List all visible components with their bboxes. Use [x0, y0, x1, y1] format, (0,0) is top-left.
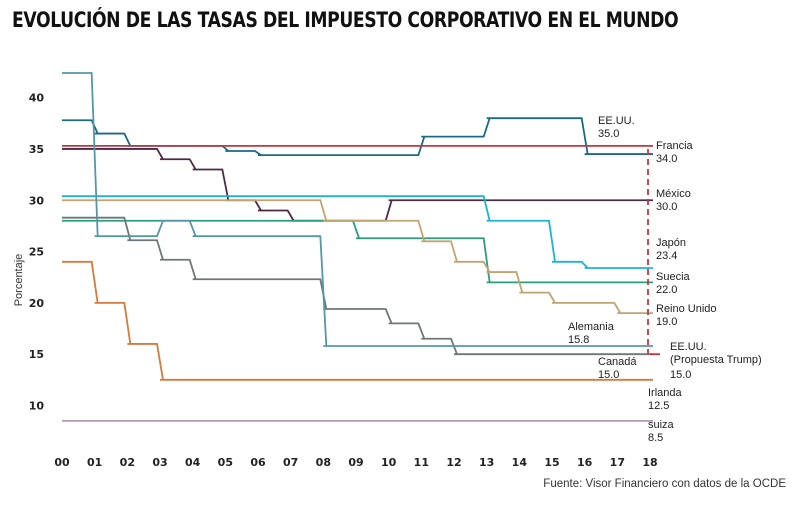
series-line-jap-n	[62, 195, 653, 269]
x-tick-label: 05	[218, 456, 233, 469]
end-label-ee-uu-: EE.UU.	[598, 115, 635, 127]
label-layer: EE.UU.35.0Francia34.0México30.0Japón23.4…	[568, 115, 762, 444]
annotation-value: 15.0	[670, 369, 691, 381]
chart-title: EVOLUCIÓN DE LAS TASAS DEL IMPUESTO CORP…	[12, 8, 679, 32]
end-value-francia: 34.0	[656, 153, 677, 165]
x-tick-label: 09	[348, 456, 363, 469]
annotation-layer	[647, 148, 660, 356]
y-axis: 10 15 20 25 30 35 40	[29, 92, 45, 413]
end-label-alemania: Alemania	[568, 321, 615, 333]
y-tick-label: 20	[29, 297, 45, 310]
y-axis-label: Porcentaje	[13, 254, 25, 307]
end-value-suecia: 22.0	[656, 284, 677, 296]
end-value-ee-uu-: 35.0	[598, 128, 619, 140]
end-value-reino-unido: 19.0	[656, 316, 677, 328]
series-line-canad-	[62, 72, 653, 347]
x-tick-label: 02	[120, 456, 135, 469]
source-note: Fuente: Visor Financiero con datos de la…	[543, 478, 786, 490]
end-value-canad-: 15.0	[598, 369, 619, 381]
annotation-sublabel: (Propuesta Trump)	[670, 354, 762, 366]
x-tick-label: 10	[381, 456, 397, 469]
y-tick-label: 10	[29, 399, 45, 412]
y-tick-label: 40	[29, 92, 45, 105]
x-tick-label: 15	[544, 456, 559, 469]
y-tick-label: 25	[29, 246, 44, 259]
x-tick-label: 16	[577, 456, 593, 469]
end-label-suecia: Suecia	[656, 271, 691, 283]
y-tick-label: 30	[29, 194, 45, 207]
x-tick-label: 00	[54, 456, 70, 469]
series-line-suecia	[62, 219, 653, 284]
x-tick-label: 12	[446, 456, 461, 469]
x-axis: 00 01 02 03 04 05 06 07 08 09 10 11 12 13 14 15 16 17 18	[54, 456, 657, 469]
x-tick-label: 07	[283, 456, 298, 469]
end-value-suiza: 8.5	[648, 432, 663, 444]
end-value-jap-n: 23.4	[656, 250, 677, 262]
y-tick-label: 35	[29, 143, 44, 156]
end-label-canad-: Canadá	[598, 356, 637, 368]
end-label-suiza: suiza	[648, 419, 675, 431]
x-tick-label: 13	[479, 456, 494, 469]
x-tick-label: 03	[152, 456, 167, 469]
end-value-m-xico: 30.0	[656, 201, 677, 213]
end-label-irlanda: Irlanda	[648, 387, 683, 399]
x-tick-label: 06	[250, 456, 266, 469]
x-tick-label: 01	[87, 456, 102, 469]
y-tick-label: 15	[29, 348, 44, 361]
end-value-alemania: 15.8	[568, 334, 589, 346]
x-tick-label: 17	[610, 456, 625, 469]
x-tick-label: 14	[512, 456, 528, 469]
x-tick-label: 04	[185, 456, 201, 469]
end-label-m-xico: México	[656, 188, 691, 200]
series-line-alemania	[62, 216, 653, 356]
series-layer	[62, 72, 653, 422]
x-tick-label: 18	[642, 456, 657, 469]
series-line-reino-unido	[62, 199, 653, 315]
series-line-irlanda	[62, 260, 653, 381]
annotation-label: EE.UU.	[670, 341, 707, 353]
end-value-irlanda: 12.5	[648, 400, 669, 412]
end-label-francia: Francia	[656, 140, 694, 152]
x-tick-label: 11	[414, 456, 429, 469]
end-label-jap-n: Japón	[656, 237, 686, 249]
series-line-m-xico	[62, 148, 653, 222]
end-label-reino-unido: Reino Unido	[656, 303, 717, 315]
x-tick-label: 08	[316, 456, 331, 469]
